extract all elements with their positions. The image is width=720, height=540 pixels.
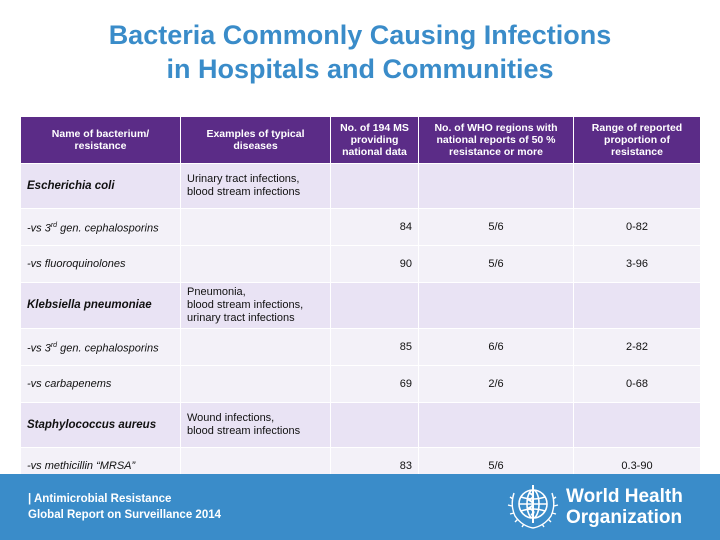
regions-cell: 5/6 bbox=[418, 208, 574, 246]
resistance-row: -vs 3rd gen. cephalosporins 84 5/6 0-82 bbox=[20, 208, 701, 246]
disease-line: Wound infections, bbox=[187, 412, 275, 424]
resistance-range-cell: 2-82 bbox=[573, 328, 701, 366]
ms-count-cell bbox=[330, 282, 419, 329]
disease-line: Pneumonia, bbox=[187, 286, 246, 298]
who-wordmark-line-2: Organization bbox=[566, 507, 683, 528]
diseases-cell bbox=[180, 328, 331, 366]
regions-cell: 6/6 bbox=[418, 328, 574, 366]
table-body: Escherichia coli Urinary tract infections… bbox=[20, 163, 701, 485]
ordinal-superscript: rd bbox=[50, 221, 58, 229]
regions-cell bbox=[418, 163, 574, 209]
resistance-row: -vs carbapenems 69 2/6 0-68 bbox=[20, 365, 701, 403]
regions-cell bbox=[418, 282, 574, 329]
diseases-cell: Urinary tract infections, blood stream in… bbox=[180, 163, 331, 209]
diseases-cell bbox=[180, 365, 331, 403]
resistance-name-text: -vs fluoroquinolones bbox=[27, 257, 126, 270]
ms-count-cell: 69 bbox=[330, 365, 419, 403]
column-header: Range of reported proportion of resistan… bbox=[573, 116, 701, 164]
bacterium-row: Klebsiella pneumoniae Pneumonia, blood str… bbox=[20, 282, 701, 329]
bacterium-name: Klebsiella pneumoniae bbox=[20, 282, 181, 329]
disease-line: blood stream infections bbox=[187, 425, 301, 437]
bacterium-row: Escherichia coli Urinary tract infections… bbox=[20, 163, 701, 209]
regions-cell: 5/6 bbox=[418, 245, 574, 283]
resistance-range-cell bbox=[573, 402, 701, 448]
ms-count-cell: 90 bbox=[330, 245, 419, 283]
column-header: No. of 194 MS providing national data bbox=[330, 116, 419, 164]
diseases-cell: Wound infections, blood stream infections bbox=[180, 402, 331, 448]
resistance-row: -vs fluoroquinolones 90 5/6 3-96 bbox=[20, 245, 701, 283]
bacterium-row: Staphylococcus aureus Wound infections, bl… bbox=[20, 402, 701, 448]
ordinal-superscript: rd bbox=[50, 341, 58, 349]
resistance-range-cell: 0-68 bbox=[573, 365, 701, 403]
resistance-name-suffix: gen. cephalosporins bbox=[57, 222, 159, 235]
slide-title-line-1: Bacteria Commonly Causing Infections bbox=[108, 20, 612, 50]
bacterium-name: Escherichia coli bbox=[20, 163, 181, 209]
who-wordmark-line-1: World Health bbox=[566, 486, 683, 507]
diseases-cell: Pneumonia, blood stream infections, urinar… bbox=[180, 282, 331, 329]
regions-cell bbox=[418, 402, 574, 448]
resistance-name-text: -vs 3 bbox=[27, 342, 51, 355]
resistance-name: -vs 3rd gen. cephalosporins bbox=[20, 328, 181, 366]
slide-title: Bacteria Commonly Causing Infections in … bbox=[0, 18, 720, 86]
resistance-name-suffix: gen. cephalosporins bbox=[57, 342, 159, 355]
resistance-range-cell bbox=[573, 163, 701, 209]
ms-count-cell bbox=[330, 163, 419, 209]
diseases-cell bbox=[180, 245, 331, 283]
disease-line: urinary tract infections bbox=[187, 312, 295, 324]
diseases-cell bbox=[180, 208, 331, 246]
regions-cell: 2/6 bbox=[418, 365, 574, 403]
slide-title-line-2: in Hospitals and Communities bbox=[166, 54, 554, 84]
table-header-row: Name of bacterium/ resistance Examples o… bbox=[20, 116, 701, 164]
report-title: | Antimicrobial Resistance Global Report… bbox=[28, 491, 221, 523]
disease-line: blood stream infections bbox=[187, 186, 301, 198]
resistance-range-cell: 3-96 bbox=[573, 245, 701, 283]
report-title-line-2: Global Report on Surveillance 2014 bbox=[28, 509, 222, 521]
report-title-line-1: | Antimicrobial Resistance bbox=[28, 493, 172, 505]
column-header: Examples of typical diseases bbox=[180, 116, 331, 164]
disease-line: Urinary tract infections, bbox=[187, 173, 300, 185]
column-header: No. of WHO regions with national reports… bbox=[418, 116, 574, 164]
resistance-row: -vs 3rd gen. cephalosporins 85 6/6 2-82 bbox=[20, 328, 701, 366]
ms-count-cell: 85 bbox=[330, 328, 419, 366]
disease-line: blood stream infections, bbox=[187, 299, 304, 311]
ms-count-cell: 84 bbox=[330, 208, 419, 246]
resistance-range-cell: 0-82 bbox=[573, 208, 701, 246]
bacterium-name: Staphylococcus aureus bbox=[20, 402, 181, 448]
resistance-table: Name of bacterium/ resistance Examples o… bbox=[20, 116, 701, 485]
resistance-range-cell bbox=[573, 282, 701, 329]
who-wordmark: World Health Organization bbox=[566, 486, 683, 528]
resistance-name: -vs fluoroquinolones bbox=[20, 245, 181, 283]
resistance-name-text: -vs carbapenems bbox=[27, 377, 112, 390]
footer-band: | Antimicrobial Resistance Global Report… bbox=[0, 474, 720, 540]
resistance-name-text: -vs methicillin “MRSA” bbox=[27, 459, 136, 472]
resistance-name: -vs 3rd gen. cephalosporins bbox=[20, 208, 181, 246]
resistance-name-text: -vs 3 bbox=[27, 222, 51, 235]
ms-count-cell bbox=[330, 402, 419, 448]
who-emblem-icon bbox=[507, 485, 559, 529]
resistance-name: -vs carbapenems bbox=[20, 365, 181, 403]
column-header: Name of bacterium/ resistance bbox=[20, 116, 181, 164]
